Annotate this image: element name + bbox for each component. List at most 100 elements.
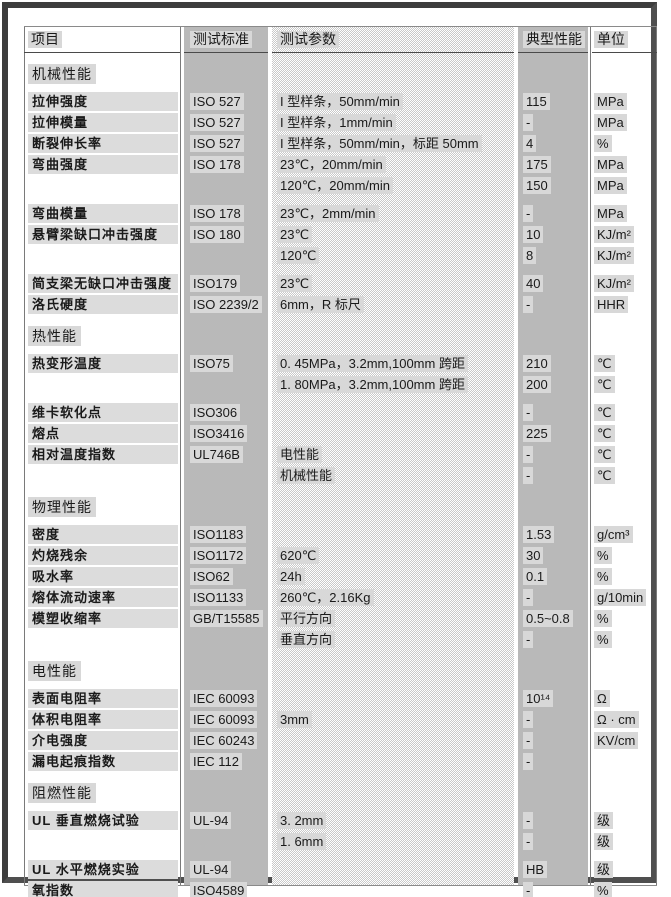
value-cell: 30 [518, 547, 588, 564]
value-cell: - [518, 589, 588, 606]
typical-value: HB [523, 861, 548, 878]
unit-cell: % [592, 135, 657, 152]
standard-value: ISO 527 [190, 114, 244, 131]
section-title-cell: 电性能 [24, 661, 180, 681]
unit-cell: ℃ [592, 446, 657, 463]
param-value: I 型样条，50mm/min，标距 50mm [277, 135, 482, 152]
param-cell [272, 691, 514, 706]
item-label: 洛氏硬度 [28, 295, 178, 314]
unit-value: KJ/m² [594, 226, 634, 243]
value-cell: HB [518, 861, 588, 878]
unit-value: MPa [594, 177, 627, 194]
unit-value: MPa [594, 93, 627, 110]
item-cell: 氧指数 [24, 881, 180, 897]
unit-cell: ℃ [592, 376, 657, 393]
unit-value: 级 [594, 812, 614, 829]
unit-value: ℃ [594, 376, 615, 393]
standard-value: ISO 180 [190, 226, 244, 243]
standard-cell: UL-94 [184, 812, 268, 829]
standard-cell: IEC 60093 [184, 690, 268, 707]
item-cell: 熔体流动速率 [24, 588, 180, 607]
param-cell: 平行方向 [272, 610, 514, 627]
unit-cell: % [592, 631, 657, 648]
value-cell: 115 [518, 93, 588, 110]
item-label: 维卡软化点 [28, 403, 178, 422]
param-value: 机械性能 [277, 467, 336, 484]
item-label: 悬臂梁缺口冲击强度 [28, 225, 178, 244]
item-label: 熔点 [28, 424, 178, 443]
unit-value: 级 [594, 833, 614, 850]
typical-value: - [523, 631, 534, 648]
table-row: 体积电阻率 IEC 60093 3mm - Ω · cm [24, 709, 657, 730]
unit-value: KJ/m² [594, 247, 634, 264]
standard-cell: ISO179 [184, 275, 268, 292]
value-cell: 175 [518, 156, 588, 173]
unit-value: HHR [594, 296, 629, 313]
item-cell: 熔点 [24, 424, 180, 443]
table-header-row: 项目 测试标准 测试参数 典型性能 单位 [24, 26, 657, 53]
table-row: 表面电阻率 IEC 60093 10¹⁴ Ω [24, 688, 657, 709]
unit-value: ℃ [594, 425, 615, 442]
unit-value: % [594, 610, 612, 627]
value-cell: - [518, 205, 588, 222]
table-row: 洛氏硬度 ISO 2239/2 6mm，R 标尺 - HHR [24, 294, 657, 315]
table-row: 相对温度指数 UL746B 电性能 - ℃ [24, 444, 657, 465]
value-cell: 4 [518, 135, 588, 152]
section-row: 机械性能 [24, 63, 657, 85]
typical-value: 0.5~0.8 [523, 610, 573, 627]
item-label: 弯曲强度 [28, 155, 178, 174]
item-cell: 维卡软化点 [24, 403, 180, 422]
table-bottom-border [24, 885, 657, 886]
item-label: UL 水平燃烧实验 [28, 860, 178, 879]
typical-value: - [523, 446, 534, 463]
table-row: 维卡软化点 ISO306 - ℃ [24, 402, 657, 423]
unit-cell: Ω · cm [592, 711, 657, 728]
table-row: 拉伸模量 ISO 527 I 型样条，1mm/min - MPa [24, 112, 657, 133]
standard-cell: ISO1183 [184, 526, 268, 543]
standard-value: ISO 178 [190, 156, 244, 173]
value-cell: - [518, 882, 588, 897]
param-cell [272, 883, 514, 897]
value-cell: - [518, 833, 588, 850]
item-label: 拉伸强度 [28, 92, 178, 111]
param-value: I 型样条，1mm/min [277, 114, 396, 131]
item-label: 弯曲模量 [28, 204, 178, 223]
unit-value: ℃ [594, 355, 615, 372]
item-label: 体积电阻率 [28, 710, 178, 729]
item-cell: UL 水平燃烧实验 [24, 860, 180, 879]
standard-value: ISO1183 [190, 526, 247, 543]
item-cell: 灼烧残余 [24, 546, 180, 565]
standard-cell: ISO306 [184, 404, 268, 421]
item-cell: 悬臂梁缺口冲击强度 [24, 225, 180, 244]
standard-cell: UL-94 [184, 861, 268, 878]
table-left-border [24, 26, 25, 886]
standard-cell: ISO4589 [184, 882, 268, 897]
item-cell: 简支梁无缺口冲击强度 [24, 274, 180, 293]
unit-cell: KV/cm [592, 732, 657, 749]
table-row: 弯曲模量 ISO 178 23℃，2mm/min - MPa [24, 203, 657, 224]
param-cell: 23℃ [272, 275, 514, 292]
param-cell: I 型样条，1mm/min [272, 114, 514, 131]
unit-cell: KJ/m² [592, 247, 657, 264]
section-title-cell: 热性能 [24, 326, 180, 346]
param-cell: 620℃ [272, 547, 514, 564]
standard-cell: ISO3416 [184, 425, 268, 442]
unit-value: MPa [594, 156, 627, 173]
header-label: 测试标准 [190, 30, 252, 48]
item-label: 介电强度 [28, 731, 178, 750]
table-row: 悬臂梁缺口冲击强度 ISO 180 23℃ 10 KJ/m² [24, 224, 657, 245]
unit-cell: g/cm³ [592, 526, 657, 543]
item-cell: 弯曲模量 [24, 204, 180, 223]
value-cell: 150 [518, 177, 588, 194]
typical-value: 10¹⁴ [523, 690, 554, 707]
param-value: 1. 6mm [277, 833, 327, 850]
item-cell: 模塑收缩率 [24, 609, 180, 628]
item-label: 断裂伸长率 [28, 134, 178, 153]
table-top-border [24, 26, 657, 27]
section-title: 物理性能 [28, 497, 96, 517]
section-title: 阻燃性能 [28, 783, 96, 803]
value-cell: 1.53 [518, 526, 588, 543]
standard-cell: ISO 527 [184, 114, 268, 131]
value-cell: 200 [518, 376, 588, 393]
table-row: 120℃，20mm/min 150 MPa [24, 175, 657, 196]
